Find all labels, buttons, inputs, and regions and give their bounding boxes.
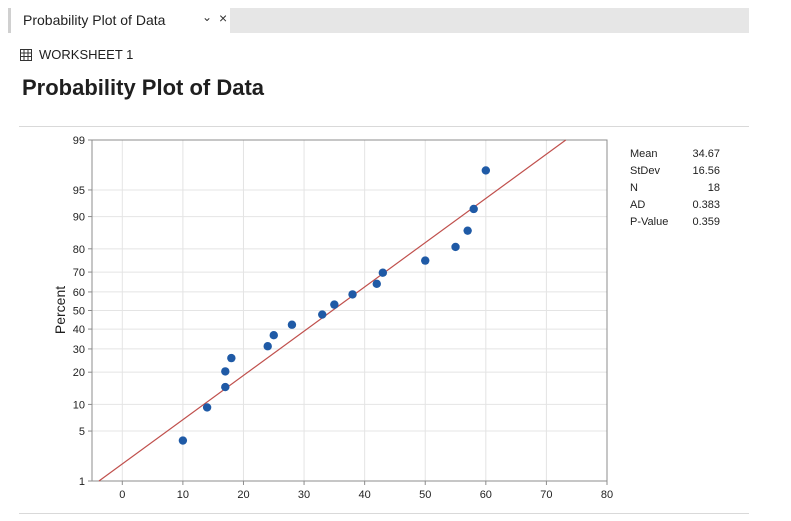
stat-value: 0.383 bbox=[692, 199, 720, 211]
y-tick-label: 5 bbox=[79, 426, 85, 438]
y-tick-label: 10 bbox=[73, 399, 85, 411]
data-point bbox=[287, 320, 297, 329]
x-tick-label: 0 bbox=[119, 489, 125, 501]
data-point bbox=[221, 367, 230, 376]
x-tick-label: 60 bbox=[480, 489, 492, 501]
tab-probability-plot[interactable]: Probability Plot of Data ⌄ × bbox=[8, 8, 230, 33]
y-tick-label: 99 bbox=[73, 135, 85, 147]
page-title: Probability Plot of Data bbox=[22, 75, 265, 100]
x-tick-label: 50 bbox=[419, 489, 431, 501]
data-point bbox=[318, 310, 327, 319]
close-icon[interactable]: × bbox=[219, 10, 228, 26]
divider bbox=[19, 513, 749, 514]
data-point bbox=[263, 342, 272, 351]
stat-row: N 18 bbox=[630, 182, 720, 199]
chevron-down-icon[interactable]: ⌄ bbox=[202, 10, 213, 24]
grid-lines bbox=[92, 140, 608, 481]
y-tick-label: 90 bbox=[73, 212, 85, 224]
data-point bbox=[421, 256, 430, 265]
x-tick-label: 70 bbox=[540, 489, 552, 501]
data-point bbox=[202, 403, 212, 412]
stat-value: 16.56 bbox=[692, 165, 720, 177]
data-point bbox=[221, 382, 230, 392]
y-tick-label: 30 bbox=[73, 344, 85, 356]
data-point bbox=[378, 268, 388, 277]
stat-row: P-Value 0.359 bbox=[630, 216, 720, 233]
data-point bbox=[469, 204, 478, 214]
y-tick-label: 70 bbox=[73, 267, 85, 279]
data-point bbox=[463, 226, 472, 235]
y-tick-label: 95 bbox=[73, 185, 85, 197]
data-point bbox=[330, 300, 339, 309]
data-point bbox=[178, 436, 188, 445]
divider bbox=[19, 126, 749, 127]
grid-icon bbox=[20, 49, 32, 61]
data-point bbox=[372, 279, 381, 289]
stat-value: 0.359 bbox=[692, 216, 720, 228]
stat-row: Mean 34.67 bbox=[630, 148, 720, 165]
x-axis: 0 10 20 30 40 50 60 70 80 bbox=[119, 481, 613, 501]
x-tick-label: 40 bbox=[359, 489, 371, 501]
fit-line-layer bbox=[98, 139, 567, 482]
data-point bbox=[481, 166, 491, 175]
stat-label: Mean bbox=[630, 148, 658, 160]
summary-stats-table: Mean 34.67 StDev 16.56 N 18 AD 0.383 P-Value 0.35… bbox=[630, 148, 720, 233]
stat-label: P-Value bbox=[630, 216, 669, 228]
y-tick-label: 80 bbox=[73, 244, 85, 256]
x-tick-label: 10 bbox=[177, 489, 189, 501]
y-axis: 1 5 10 20 30 40 50 60 70 80 90 95 99 bbox=[73, 135, 92, 488]
worksheet-label: WORKSHEET 1 bbox=[39, 47, 134, 62]
stat-value: 18 bbox=[707, 182, 720, 194]
tab-label: Probability Plot of Data bbox=[23, 12, 166, 28]
stat-label: N bbox=[630, 182, 638, 194]
y-tick-label: 1 bbox=[79, 476, 85, 488]
fit-line bbox=[98, 139, 567, 482]
tab-bar: Probability Plot of Data ⌄ × bbox=[8, 8, 749, 33]
y-tick-label: 50 bbox=[73, 306, 85, 318]
y-tick-label: 40 bbox=[73, 324, 85, 336]
x-tick-label: 80 bbox=[601, 489, 613, 501]
data-point bbox=[269, 331, 278, 340]
y-tick-label: 20 bbox=[73, 367, 85, 379]
stat-value: 34.67 bbox=[692, 148, 720, 160]
data-point bbox=[348, 290, 357, 299]
y-tick-label: 60 bbox=[73, 287, 85, 299]
stat-label: AD bbox=[630, 199, 646, 211]
x-tick-label: 30 bbox=[298, 489, 310, 501]
x-tick-label: 20 bbox=[237, 489, 249, 501]
stat-row: AD 0.383 bbox=[630, 199, 720, 216]
data-points bbox=[178, 166, 491, 445]
stat-row: StDev 16.56 bbox=[630, 165, 720, 182]
data-point bbox=[227, 353, 236, 363]
y-axis-label: Percent bbox=[52, 286, 68, 334]
data-point bbox=[451, 242, 460, 252]
stat-label: StDev bbox=[630, 165, 660, 177]
